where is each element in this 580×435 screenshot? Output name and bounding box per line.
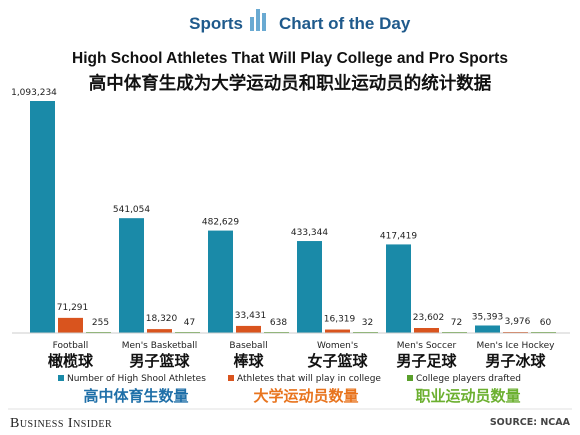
category-label-football: Football [53,341,89,351]
legend: Number of High Shool Athletes Athletes t… [58,374,521,405]
legend-cn-drafted: 职业运动员数量 [415,387,520,405]
bar-women-s-s0 [297,241,322,333]
category-label-baseball: Baseball [229,341,267,351]
data-label-women-s-s2: 32 [362,318,373,328]
data-label-men-s-soccer-s2: 72 [451,318,462,328]
bar-baseball-s0 [208,230,233,333]
data-label-men-s-ice-hockey-s1: 3,976 [505,317,531,327]
legend-cn-high-school: 高中体育生数量 [83,387,188,405]
data-label-men-s-basketball-s2: 47 [184,318,195,328]
bar-men-s-ice-hockey-s0 [475,325,500,333]
bar-women-s-s1 [325,329,350,333]
header-sports: Sports [189,14,243,33]
bar-men-s-soccer-s1 [414,327,439,333]
source-note: SOURCE: NCAA [490,417,571,428]
data-label-football-s1: 71,291 [57,303,89,313]
category-label-cn-men-s-ice-hockey: 男子冰球 [485,352,546,370]
chart-subtitle: 高中体育生成为大学运动员和职业运动员的统计数据 [89,73,492,94]
category-label-cn-men-s-basketball: 男子篮球 [129,352,190,370]
legend-swatch-college [228,375,234,381]
brand-logo-text: Business Insider [10,416,112,431]
legend-swatch-high-school [58,375,64,381]
bar-football-s0 [30,101,55,333]
data-label-men-s-basketball-s0: 541,054 [113,205,150,215]
category-label-cn-men-s-soccer: 男子足球 [396,352,457,370]
data-label-football-s0: 1,093,234 [11,88,57,98]
data-label-men-s-ice-hockey-s0: 35,393 [472,312,504,322]
chart-title: High School Athletes That Will Play Coll… [72,50,508,67]
category-label-women-s: Women's [317,341,358,351]
data-label-men-s-ice-hockey-s2: 60 [540,318,552,328]
data-label-baseball-s1: 33,431 [235,311,267,321]
data-label-women-s-s0: 433,344 [291,228,328,238]
legend-swatch-drafted [407,375,413,381]
legend-label-college: Athletes that will play in college [237,374,381,384]
legend-label-drafted: College players drafted [416,374,521,384]
data-label-baseball-s0: 482,629 [202,218,239,228]
category-label-cn-baseball: 棒球 [233,352,264,370]
header-chart-of-the-day: Chart of the Day [279,14,411,33]
bar-men-s-soccer-s0 [386,244,411,333]
legend-cn-college: 大学运动员数量 [253,387,358,405]
category-label-men-s-ice-hockey: Men's Ice Hockey [476,341,555,351]
data-label-football-s2: 255 [92,318,109,328]
category-label-men-s-basketball: Men's Basketball [122,341,198,351]
bar-football-s1 [58,317,83,333]
data-label-men-s-soccer-s0: 417,419 [380,231,417,241]
legend-label-high-school: Number of High Shool Athletes [67,374,206,384]
data-label-men-s-basketball-s1: 18,320 [146,314,178,324]
bar-men-s-basketball-s1 [147,329,172,333]
data-label-men-s-soccer-s1: 23,602 [413,313,445,323]
bar-men-s-basketball-s0 [119,218,144,333]
category-label-cn-football: 橄榄球 [48,352,94,370]
bar-chart-icon [250,9,266,31]
category-label-men-s-soccer: Men's Soccer [397,341,457,351]
category-label-cn-women-s: 女子篮球 [307,352,368,370]
data-label-baseball-s2: 638 [270,318,287,328]
bar-baseball-s1 [236,325,261,333]
data-label-women-s-s1: 16,319 [324,315,356,325]
